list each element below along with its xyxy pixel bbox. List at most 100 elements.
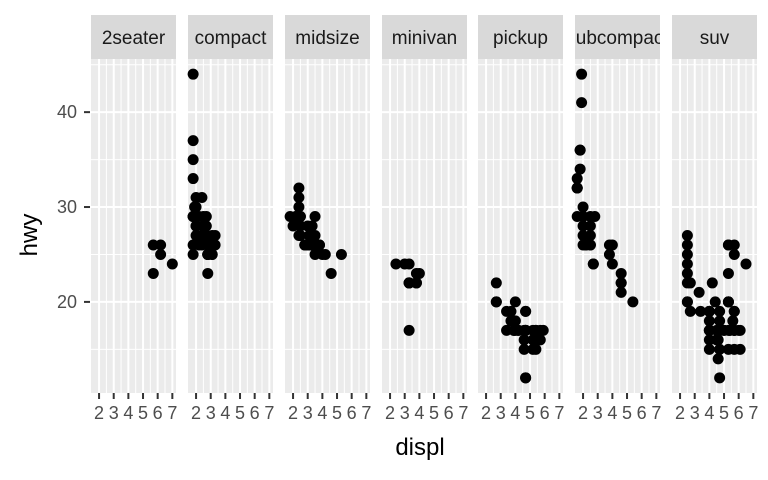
x-tick-label: 2 xyxy=(578,403,588,423)
x-tick-label: 3 xyxy=(109,403,119,423)
data-point xyxy=(147,267,159,279)
data-point xyxy=(520,372,532,384)
x-tick-label: 3 xyxy=(496,403,506,423)
data-point xyxy=(501,324,513,336)
x-tick-label: 5 xyxy=(138,403,148,423)
data-point xyxy=(390,258,402,270)
y-tick-label: 30 xyxy=(57,197,77,217)
data-point xyxy=(299,239,311,251)
data-point xyxy=(306,229,318,241)
x-tick-label: 2 xyxy=(385,403,395,423)
data-point xyxy=(293,192,305,204)
data-point xyxy=(530,334,542,346)
data-point xyxy=(714,343,726,355)
data-point xyxy=(518,343,530,355)
data-point xyxy=(403,324,415,336)
data-point xyxy=(722,267,734,279)
data-point xyxy=(681,248,693,260)
data-point xyxy=(209,239,221,251)
data-point xyxy=(293,211,305,223)
x-tick-label: 6 xyxy=(250,403,260,423)
data-point xyxy=(294,229,306,241)
data-point xyxy=(574,163,586,175)
data-point xyxy=(681,229,693,241)
data-point xyxy=(490,296,502,308)
panel-background xyxy=(91,59,176,393)
data-point xyxy=(293,182,305,194)
data-point xyxy=(587,258,599,270)
data-point xyxy=(574,144,586,156)
data-point xyxy=(722,239,734,251)
x-tick-label: 3 xyxy=(593,403,603,423)
data-point xyxy=(284,211,296,223)
x-tick-label: 4 xyxy=(317,403,327,423)
x-tick-label: 5 xyxy=(622,403,632,423)
data-point xyxy=(197,220,209,232)
data-point xyxy=(209,229,221,241)
data-point xyxy=(728,305,740,317)
data-point xyxy=(709,296,721,308)
data-point xyxy=(615,277,627,289)
data-point xyxy=(703,315,715,327)
y-axis-title: hwy xyxy=(16,214,43,257)
data-point xyxy=(490,277,502,289)
data-point xyxy=(293,201,305,213)
data-point xyxy=(316,248,328,260)
facet-panel-pickup: pickup 2 3 4 5 6 7 xyxy=(478,15,564,423)
data-point xyxy=(189,201,201,213)
data-point xyxy=(509,324,521,336)
facet-strip xyxy=(188,15,273,59)
facet-strip-label: subcompact xyxy=(566,28,669,49)
data-point xyxy=(187,68,199,80)
data-point xyxy=(187,173,199,185)
data-point xyxy=(615,286,627,298)
data-point xyxy=(703,305,715,317)
data-point xyxy=(681,258,693,270)
x-tick-label: 5 xyxy=(235,403,245,423)
x-tick-label: 7 xyxy=(651,403,661,423)
data-point xyxy=(520,305,532,317)
data-point xyxy=(196,229,208,241)
data-point xyxy=(530,324,542,336)
data-point xyxy=(196,192,208,204)
facet-panel-midsize: midsize 2 3 4 5 6 7 xyxy=(284,15,371,423)
data-point xyxy=(584,239,596,251)
facet-panel-suv: suv 2 3 4 5 6 7 xyxy=(672,15,758,423)
data-point xyxy=(734,324,746,336)
data-point xyxy=(518,334,530,346)
data-point xyxy=(728,248,740,260)
data-point xyxy=(202,248,214,260)
x-tick-label: 6 xyxy=(540,403,550,423)
y-tick-label: 40 xyxy=(57,102,77,122)
panel-background xyxy=(382,59,467,393)
facet-strip-label: suv xyxy=(700,28,730,49)
data-point xyxy=(287,220,299,232)
x-tick-label: 2 xyxy=(191,403,201,423)
data-point xyxy=(571,173,583,185)
data-point xyxy=(196,239,208,251)
data-point xyxy=(712,353,724,365)
x-tick-label: 6 xyxy=(153,403,163,423)
data-point xyxy=(155,248,167,260)
data-point xyxy=(722,296,734,308)
facet-strip xyxy=(478,15,563,59)
data-point xyxy=(684,305,696,317)
x-tick-label: 5 xyxy=(429,403,439,423)
data-point xyxy=(695,305,707,317)
y-tick-label: 20 xyxy=(57,292,77,312)
data-point xyxy=(200,211,212,223)
facet-strip-label: compact xyxy=(195,28,268,49)
x-tick-label: 4 xyxy=(123,403,133,423)
x-tick-label: 2 xyxy=(94,403,104,423)
x-tick-label: 7 xyxy=(167,403,177,423)
facet-panel-2seater: 2seater 2 3 4 5 6 7 xyxy=(91,15,178,423)
data-point xyxy=(325,267,337,279)
x-tick-label: 2 xyxy=(481,403,491,423)
x-tick-label: 4 xyxy=(607,403,617,423)
x-tick-label: 5 xyxy=(525,403,535,423)
data-point xyxy=(603,248,615,260)
data-point xyxy=(627,296,639,308)
data-point xyxy=(413,267,425,279)
x-tick-label: 6 xyxy=(347,403,357,423)
x-tick-label: 6 xyxy=(637,403,647,423)
